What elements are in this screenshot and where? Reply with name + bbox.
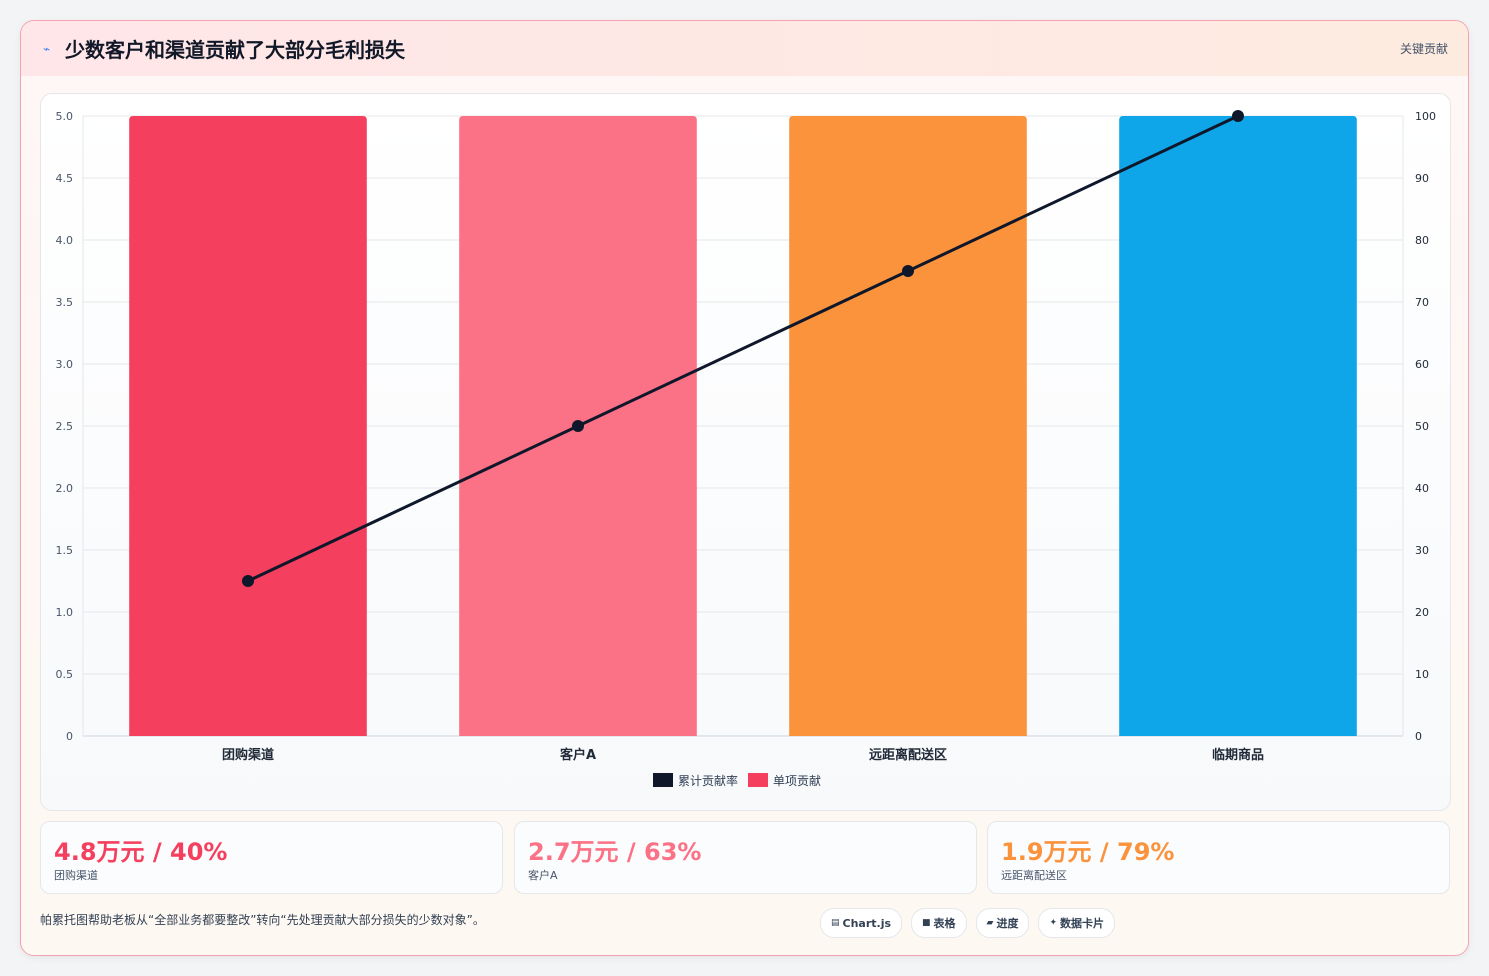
y-tick-label: 1.0: [56, 606, 74, 619]
x-tick-label: 临期商品: [1212, 747, 1264, 763]
stat-card-1: 4.8万元 / 40% 团购渠道: [40, 821, 503, 894]
header-tag: 关键贡献: [1399, 42, 1448, 56]
legend-label: 单项贡献: [773, 773, 821, 788]
y2-tick-label: 30: [1415, 544, 1429, 557]
x-tick-label: 团购渠道: [222, 747, 274, 763]
y-tick-label: 4.5: [56, 172, 74, 185]
line-point: [242, 575, 254, 587]
y-tick-label: 2.5: [56, 420, 74, 433]
y-tick-label: 3.5: [56, 296, 74, 309]
y-tick-label: 3.0: [56, 358, 74, 371]
chip-data-card[interactable]: ✦ 数据卡片: [1038, 908, 1116, 938]
y2-tick-label: 50: [1415, 420, 1429, 433]
stat-label: 客户A: [528, 869, 558, 882]
chip-chartjs[interactable]: ▤ Chart.js: [820, 908, 903, 938]
legend-swatch: [653, 773, 673, 787]
y-tick-label: 4.0: [56, 234, 74, 247]
y2-tick-label: 40: [1415, 482, 1429, 495]
y-tick-label: 2.0: [56, 482, 74, 495]
x-tick-label: 客户A: [560, 747, 596, 763]
y-tick-label: 5.0: [56, 110, 74, 123]
stat-value: 4.8万元 / 40%: [54, 838, 228, 866]
card-header: ⌁ 少数客户和渠道贡献了大部分毛利损失 关键贡献: [21, 21, 1468, 76]
y2-tick-label: 60: [1415, 358, 1429, 371]
y2-tick-label: 80: [1415, 234, 1429, 247]
card-icon: ✦: [1049, 918, 1058, 928]
stat-label: 团购渠道: [54, 869, 98, 882]
progress-icon: ▰: [986, 918, 994, 928]
y2-tick-label: 10: [1415, 668, 1429, 681]
stat-card-3: 1.9万元 / 79% 远距离配送区: [987, 821, 1450, 894]
chip-label: 表格: [933, 917, 956, 930]
sparkle-icon: ⌁: [43, 41, 51, 56]
chart-panel: 0 0.5 1.0 1.5 2.0 2.5 3.0 3.5 4.0 4.5 5.0 0 10 20 30 40…: [40, 93, 1451, 811]
x-tick-label: 远距离配送区: [869, 747, 947, 763]
legend-swatch: [748, 773, 768, 787]
legend-label: 累计贡献率: [678, 773, 738, 788]
bar: [129, 116, 367, 736]
pareto-chart: 0 0.5 1.0 1.5 2.0 2.5 3.0 3.5 4.0 4.5 5.0 0 10 20 30 40…: [56, 110, 1436, 788]
card-title: 少数客户和渠道贡献了大部分毛利损失: [65, 38, 405, 62]
chip-row: ▤ Chart.js ■ 表格 ▰ 进度 ✦ 数据卡片: [820, 908, 1116, 938]
y2-tick-label: 20: [1415, 606, 1429, 619]
line-point: [1232, 110, 1244, 122]
stat-value: 2.7万元 / 63%: [528, 838, 702, 866]
bar: [1119, 116, 1357, 736]
line-point: [902, 265, 914, 277]
cumulative-line: [247, 114, 1239, 583]
line-point: [572, 420, 584, 432]
y-tick-label: 0: [66, 730, 73, 743]
chip-label: Chart.js: [842, 916, 892, 930]
chart-card: ⌁ 少数客户和渠道贡献了大部分毛利损失 关键贡献 0 0.5 1.0 1.5 2.0 2.…: [20, 20, 1469, 956]
chip-label: 数据卡片: [1060, 917, 1105, 930]
y2-tick-label: 90: [1415, 172, 1429, 185]
chart-icon: ▤: [831, 918, 840, 928]
y-tick-label: 0.5: [56, 668, 74, 681]
stat-label: 远距离配送区: [1001, 869, 1067, 882]
chip-label: 进度: [996, 917, 1019, 930]
chip-table[interactable]: ■ 表格: [911, 908, 967, 938]
bar: [789, 116, 1027, 736]
y2-tick-label: 70: [1415, 296, 1429, 309]
y2-tick-label: 100: [1415, 110, 1436, 123]
footnote: 帕累托图帮助老板从“全部业务都要整改”转向“先处理贡献大部分损失的少数对象”。: [40, 913, 485, 927]
table-icon: ■: [922, 918, 931, 928]
chip-progress[interactable]: ▰ 进度: [975, 908, 1030, 938]
stat-value: 1.9万元 / 79%: [1001, 838, 1175, 866]
y2-tick-label: 0: [1415, 730, 1422, 743]
stat-card-2: 2.7万元 / 63% 客户A: [514, 821, 977, 894]
y-tick-label: 1.5: [56, 544, 74, 557]
